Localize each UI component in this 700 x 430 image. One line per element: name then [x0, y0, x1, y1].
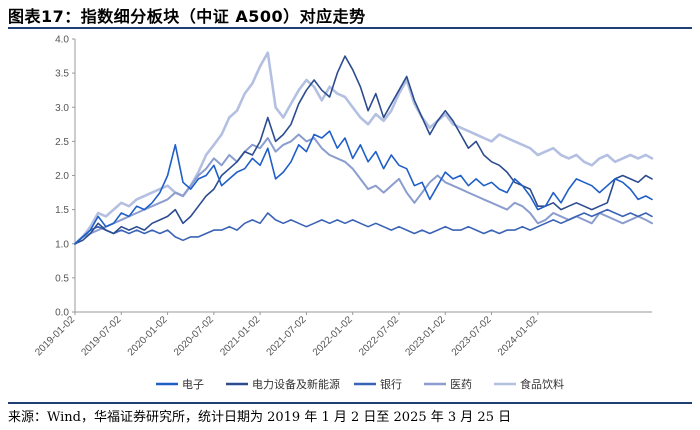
- title-divider: [8, 27, 692, 29]
- legend: 电子 电力设备及新能源 银行 医药 食品饮料: [156, 377, 564, 391]
- y-tick-label: 2.0: [55, 171, 69, 182]
- legend-label: 医药: [450, 378, 472, 391]
- y-tick-label: 0.5: [55, 273, 69, 284]
- x-tick-label: 2019-07-02: [79, 314, 123, 358]
- y-axis: 0.0 0.5 1.0 1.5 2.0 2.5 3.0 3.5 4.0: [55, 35, 76, 319]
- chart-title: 图表17：指数细分板块（中证 A500）对应走势: [8, 7, 366, 26]
- y-tick-label: 0.0: [55, 308, 69, 319]
- x-tick-label: 2022-07-02: [357, 314, 401, 358]
- x-tick-label: 2023-07-02: [450, 314, 494, 358]
- series-line-2: [74, 208, 653, 245]
- x-tick-label: 2024-01-02: [496, 314, 540, 358]
- line-chart: 0.00.51.01.52.02.53.03.54.0 2019-01-02 20…: [33, 35, 654, 391]
- series-layer: [73, 51, 654, 246]
- x-tick-label: 2023-01-02: [403, 314, 447, 358]
- source-note: 来源：Wind，华福证券研究所，统计日期为 2019 年 1 月 2 日至 20…: [8, 410, 512, 425]
- series-line-0: [74, 130, 653, 245]
- legend-label: 银行: [380, 377, 402, 391]
- y-tick-label: 4.0: [55, 35, 69, 46]
- source-divider: [8, 402, 692, 404]
- x-tick-label: 2021-01-02: [218, 314, 262, 358]
- x-tick-label: 2021-07-02: [265, 314, 309, 358]
- y-tick-label: 2.5: [55, 137, 69, 148]
- x-tick-label: 2020-07-02: [172, 314, 216, 358]
- legend-label: 电子: [182, 378, 204, 391]
- y-tick-label: 3.0: [55, 103, 69, 114]
- x-tick-label: 2020-01-02: [126, 314, 170, 358]
- series-line-3: [74, 133, 653, 245]
- y-tick-label: 3.5: [55, 69, 69, 80]
- series-line-1: [74, 55, 653, 245]
- y-tick-label: 1.5: [55, 205, 69, 216]
- y-tick-label: 1.0: [55, 239, 69, 250]
- x-tick-label: 2022-01-02: [311, 314, 355, 358]
- x-axis: 2019-01-02 2019-07-02 2020-01-02 2020-07-02…: [33, 311, 652, 358]
- x-tick-label: 2019-01-02: [33, 314, 77, 358]
- series-line-4: [73, 51, 654, 246]
- legend-label: 食品饮料: [520, 377, 564, 391]
- legend-label: 电力设备及新能源: [252, 377, 340, 391]
